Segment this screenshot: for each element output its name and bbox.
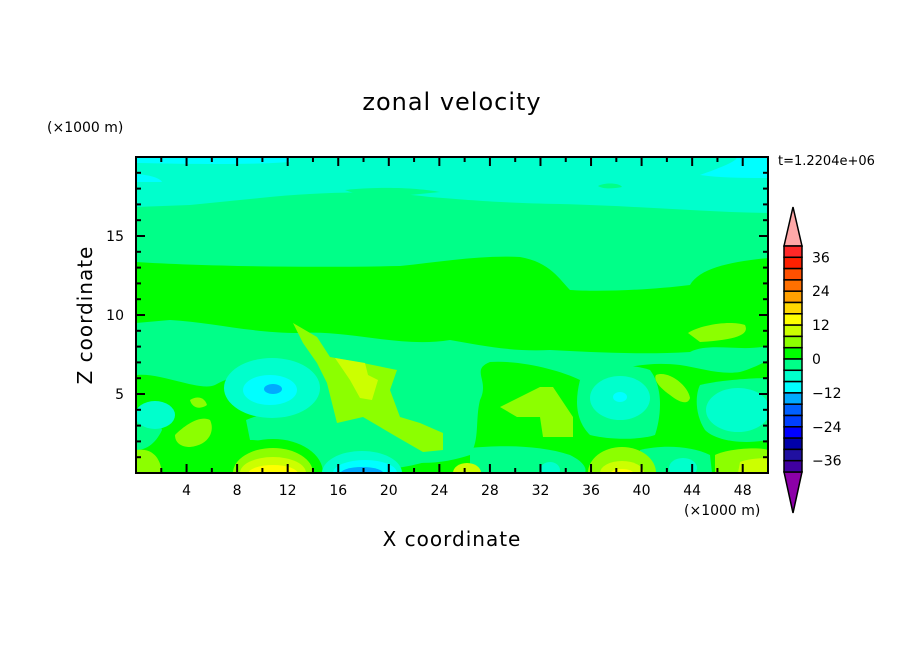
- colorbar-band: [783, 279, 803, 292]
- colorbar-tick-label: −36: [812, 454, 842, 470]
- colorbar-band: [783, 245, 803, 259]
- contour-region: [246, 410, 440, 473]
- x-tick-label: 32: [532, 483, 550, 499]
- contour-region: [136, 449, 162, 473]
- y-tick-label: 15: [106, 229, 124, 245]
- colorbar-tick-label: −12: [812, 386, 842, 402]
- colorbar-band: [783, 256, 803, 270]
- contour-region: [264, 384, 282, 394]
- contour-field: [136, 157, 768, 473]
- x-tick-label: 40: [633, 483, 651, 499]
- contour-region: [335, 358, 378, 400]
- y-tick-label: 10: [106, 308, 124, 324]
- colorbar-under-triangle: [783, 471, 803, 514]
- colorbar-band: [783, 324, 803, 338]
- x-tick-label: 48: [734, 483, 752, 499]
- x-tick-label: 20: [380, 483, 398, 499]
- colorbar-over-triangle: [783, 206, 803, 247]
- contour-region: [600, 461, 644, 473]
- contour-region: [613, 392, 627, 402]
- contour-region: [136, 256, 768, 354]
- x-tick-label: 16: [329, 483, 347, 499]
- contour-region: [175, 418, 212, 447]
- contour-region: [540, 462, 560, 473]
- x-tick-label: 24: [430, 483, 448, 499]
- colorbar-band: [783, 346, 803, 360]
- contour-region: [136, 157, 768, 213]
- colorbar-band: [783, 301, 803, 315]
- x-tick-label: 28: [481, 483, 499, 499]
- colorbar-band: [783, 313, 803, 326]
- axis-ticks: [136, 157, 768, 473]
- colorbar-band: [783, 358, 803, 372]
- x-tick-label: 44: [683, 483, 701, 499]
- colorbar-band: [783, 403, 803, 417]
- y-tick-labels: 5 10 15: [106, 229, 124, 403]
- contour-region: [706, 388, 768, 432]
- x-tick-label: 4: [182, 483, 191, 499]
- colorbar-band: [783, 437, 803, 451]
- contour-region: [700, 157, 768, 178]
- contour-region: [136, 157, 290, 164]
- contour-region: [500, 387, 573, 437]
- colorbar-band: [783, 335, 803, 349]
- contour-region: [669, 458, 697, 473]
- colorbar-band: [783, 448, 803, 462]
- chart-title: zonal velocity: [362, 88, 542, 116]
- colorbar: 36 24 12 0 −12 −24 −36: [783, 206, 842, 514]
- contour-region: [688, 322, 746, 342]
- colorbar-tick-label: −24: [812, 420, 842, 436]
- colorbar-band: [783, 267, 803, 281]
- x-tick-labels: 4 8 12 16 20 24 28 32 36 40 44 48: [182, 483, 752, 499]
- colorbar-tick-label: 0: [812, 352, 821, 368]
- colorbar-band: [783, 369, 803, 383]
- contour-region: [598, 183, 622, 189]
- contour-region: [655, 374, 690, 403]
- colorbar-band: [783, 380, 803, 394]
- contour-region: [190, 397, 207, 408]
- x-tick-label: 8: [233, 483, 242, 499]
- time-label: t=1.2204e+06: [778, 154, 875, 169]
- y-axis-unit: (×1000 m): [47, 120, 124, 136]
- contour-region: [340, 467, 384, 473]
- y-tick-label: 5: [115, 387, 124, 403]
- colorbar-band: [783, 426, 803, 439]
- colorbar-band: [783, 459, 803, 473]
- colorbar-band: [783, 392, 803, 405]
- colorbar-band: [783, 290, 803, 304]
- contour-region: [738, 458, 768, 473]
- contour-region: [136, 174, 162, 182]
- contour-region: [136, 401, 175, 429]
- colorbar-band: [783, 414, 803, 428]
- colorbar-tick-label: 36: [812, 250, 830, 266]
- contour-region: [345, 187, 440, 197]
- colorbar-tick-label: 12: [812, 318, 830, 334]
- x-tick-label: 36: [582, 483, 600, 499]
- x-tick-label: 12: [279, 483, 297, 499]
- contour-region: [248, 465, 298, 473]
- contour-region: [453, 463, 481, 473]
- colorbar-tick-label: 24: [812, 284, 830, 300]
- x-axis-unit: (×1000 m): [684, 503, 761, 519]
- x-axis-label: X coordinate: [382, 527, 522, 551]
